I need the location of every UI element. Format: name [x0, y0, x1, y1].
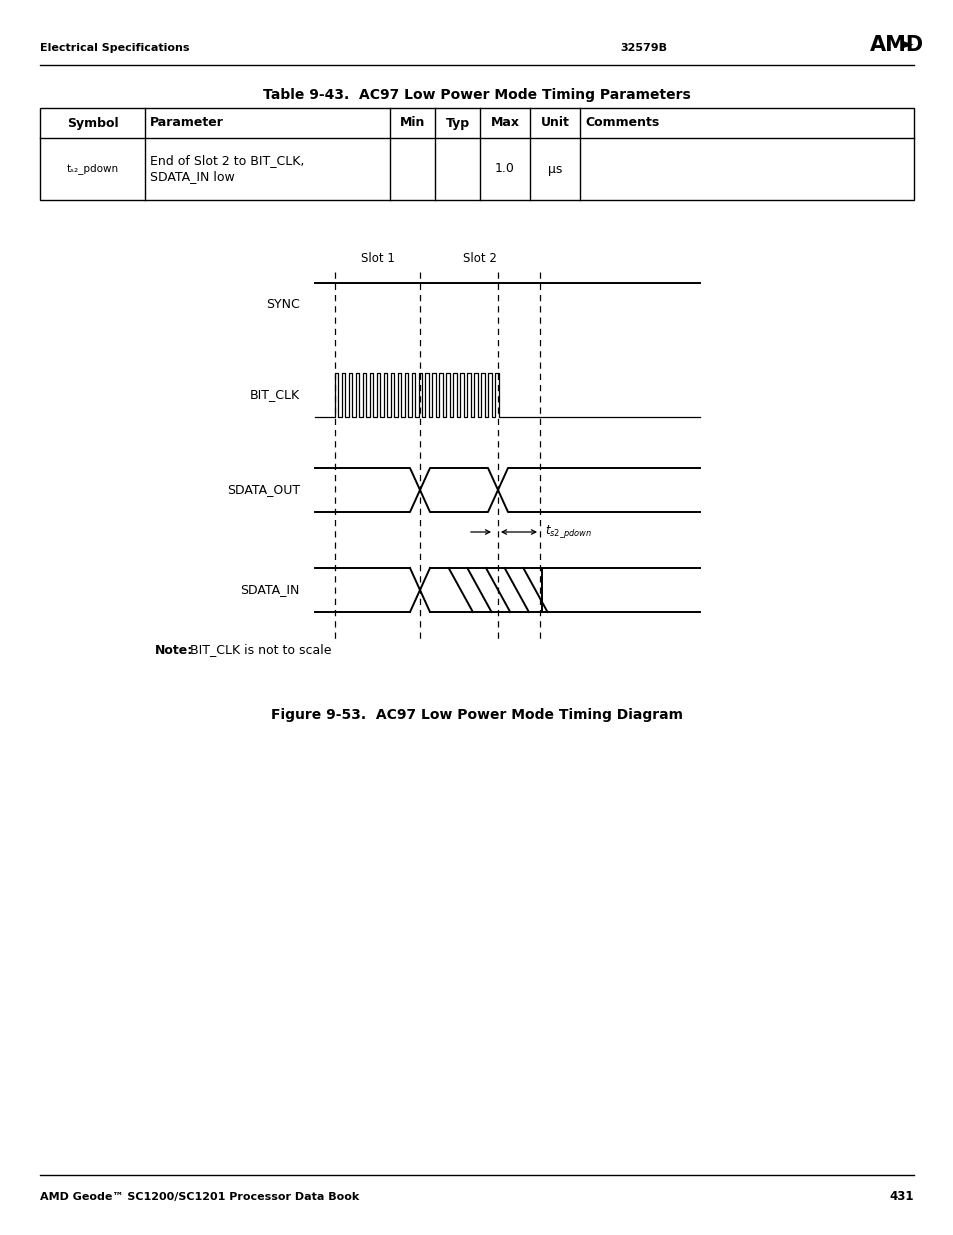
Text: SDATA_IN: SDATA_IN: [240, 583, 299, 597]
Text: SYNC: SYNC: [266, 299, 299, 311]
Text: Slot 2: Slot 2: [462, 252, 497, 266]
Text: ►: ►: [903, 38, 913, 52]
Bar: [40, 107, 913, 200]
Text: Note:: Note:: [154, 643, 193, 657]
Text: SDATA_IN low: SDATA_IN low: [150, 170, 234, 184]
Text: $t_{s2\_pdown}$: $t_{s2\_pdown}$: [544, 524, 592, 541]
Text: Min: Min: [399, 116, 425, 130]
Text: Unit: Unit: [540, 116, 569, 130]
Text: Table 9-43.  AC97 Low Power Mode Timing Parameters: Table 9-43. AC97 Low Power Mode Timing P…: [263, 88, 690, 103]
Text: Figure 9-53.  AC97 Low Power Mode Timing Diagram: Figure 9-53. AC97 Low Power Mode Timing …: [271, 708, 682, 722]
Text: Slot 1: Slot 1: [360, 252, 394, 266]
Text: tₛ₂_pdown: tₛ₂_pdown: [67, 163, 118, 174]
Text: Typ: Typ: [445, 116, 469, 130]
Text: μs: μs: [547, 163, 561, 175]
Text: SDATA_OUT: SDATA_OUT: [227, 483, 299, 496]
Text: 32579B: 32579B: [619, 43, 666, 53]
Text: Max: Max: [490, 116, 519, 130]
Text: End of Slot 2 to BIT_CLK,: End of Slot 2 to BIT_CLK,: [150, 154, 304, 168]
Text: Symbol: Symbol: [67, 116, 118, 130]
Text: Parameter: Parameter: [150, 116, 224, 130]
Text: BIT_CLK is not to scale: BIT_CLK is not to scale: [186, 643, 331, 657]
Text: Comments: Comments: [584, 116, 659, 130]
Text: AMD: AMD: [869, 35, 923, 56]
Text: 1.0: 1.0: [495, 163, 515, 175]
Text: BIT_CLK: BIT_CLK: [250, 389, 299, 401]
Text: AMD Geode™ SC1200/SC1201 Processor Data Book: AMD Geode™ SC1200/SC1201 Processor Data …: [40, 1192, 359, 1202]
Text: Electrical Specifications: Electrical Specifications: [40, 43, 190, 53]
Text: 431: 431: [888, 1191, 913, 1203]
